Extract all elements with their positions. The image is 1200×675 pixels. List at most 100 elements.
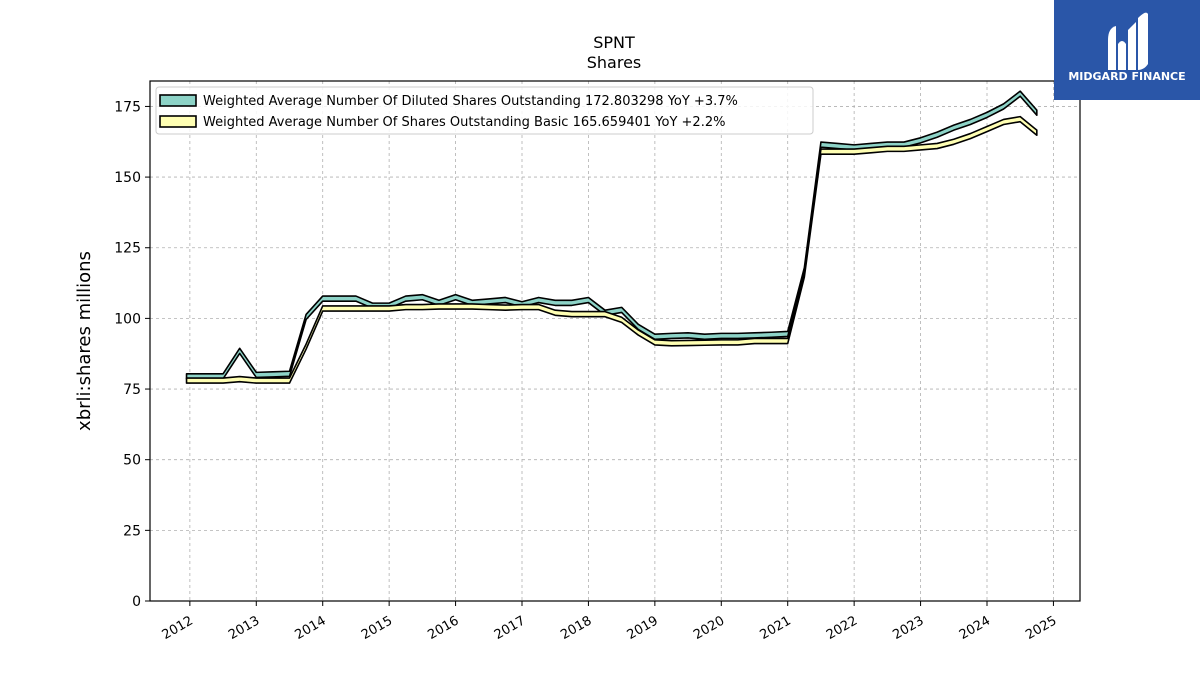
- data-point: [1019, 93, 1021, 95]
- data-point: [770, 340, 772, 342]
- data-point: [604, 313, 606, 315]
- data-point: [322, 308, 324, 310]
- data-point: [920, 140, 922, 142]
- data-point: [654, 336, 656, 338]
- data-point: [970, 135, 972, 137]
- data-point: [754, 340, 756, 342]
- data-point: [953, 141, 955, 143]
- series-line: [185, 115, 1038, 384]
- data-point: [737, 335, 739, 337]
- chart-title: SPNT: [593, 33, 635, 52]
- data-point: [687, 342, 689, 344]
- data-point: [422, 306, 424, 308]
- data-point: [986, 128, 988, 130]
- data-point: [887, 144, 889, 146]
- data-point: [737, 342, 739, 344]
- data-point: [820, 144, 822, 146]
- data-point: [305, 346, 307, 348]
- data-point: [505, 299, 507, 301]
- y-tick-label: 0: [132, 594, 141, 610]
- data-point: [405, 306, 407, 308]
- logo-text: MIDGARD FINANCE: [1068, 70, 1185, 83]
- data-point: [455, 306, 457, 308]
- data-point: [521, 306, 523, 308]
- legend-label: Weighted Average Number Of Diluted Share…: [203, 94, 738, 109]
- data-point: [754, 335, 756, 337]
- series-layer: [185, 90, 1038, 384]
- data-point: [186, 380, 188, 382]
- data-point: [186, 376, 188, 378]
- data-point: [870, 149, 872, 151]
- data-point: [239, 378, 241, 380]
- data-point: [853, 147, 855, 149]
- data-point: [471, 306, 473, 308]
- y-tick-label: 150: [114, 170, 141, 186]
- data-point: [1003, 121, 1005, 123]
- data-point: [986, 114, 988, 116]
- data-point: [222, 376, 224, 378]
- logo-mark-icon: [1108, 12, 1148, 71]
- data-point: [621, 309, 623, 311]
- data-point: [222, 380, 224, 382]
- series-1: [185, 90, 1038, 380]
- data-point: [405, 298, 407, 300]
- grid: [150, 81, 1080, 602]
- data-point: [837, 145, 839, 147]
- legend-swatch: [159, 94, 197, 107]
- legend: Weighted Average Number Of Diluted Share…: [155, 86, 814, 135]
- data-point: [1036, 112, 1038, 114]
- series-2: [185, 115, 1038, 384]
- y-tick-label: 50: [123, 453, 141, 469]
- data-point: [388, 308, 390, 310]
- data-point: [289, 380, 291, 382]
- data-point: [936, 145, 938, 147]
- legend-swatch: [159, 115, 197, 128]
- data-point: [588, 313, 590, 315]
- data-point: [571, 302, 573, 304]
- data-point: [704, 336, 706, 338]
- data-point: [903, 144, 905, 146]
- data-point: [206, 376, 208, 378]
- plot-frame: [149, 80, 1081, 602]
- y-tick-label: 125: [114, 241, 141, 257]
- data-point: [588, 299, 590, 301]
- data-point: [671, 342, 673, 344]
- data-point: [770, 334, 772, 336]
- data-point: [720, 342, 722, 344]
- data-point: [970, 121, 972, 123]
- data-point: [820, 151, 822, 153]
- y-tick-label: 175: [114, 99, 141, 115]
- y-axis: 0 25 50 75 100 125 150 175: [114, 99, 150, 610]
- data-point: [637, 326, 639, 328]
- logo-background: [1054, 0, 1200, 100]
- data-point: [621, 319, 623, 321]
- data-point: [422, 296, 424, 298]
- data-point: [870, 145, 872, 147]
- data-point: [455, 296, 457, 298]
- data-point: [903, 148, 905, 150]
- data-point: [355, 308, 357, 310]
- data-point: [272, 374, 274, 376]
- data-point: [654, 342, 656, 344]
- data-point: [1036, 132, 1038, 134]
- data-point: [372, 308, 374, 310]
- data-point: [488, 301, 490, 303]
- data-point: [671, 335, 673, 337]
- data-point: [571, 313, 573, 315]
- series-line: [185, 90, 1038, 380]
- data-point: [936, 134, 938, 136]
- y-axis-label: xbrli:shares millions: [74, 251, 95, 431]
- data-point: [804, 274, 806, 276]
- y-tick-label: 100: [114, 311, 141, 327]
- y-tick-label: 75: [123, 382, 141, 398]
- data-point: [887, 148, 889, 150]
- data-point: [239, 350, 241, 352]
- data-point: [687, 335, 689, 337]
- data-point: [206, 380, 208, 382]
- data-point: [554, 302, 556, 304]
- data-point: [272, 380, 274, 382]
- data-point: [255, 380, 257, 382]
- data-point: [787, 340, 789, 342]
- data-point: [538, 299, 540, 301]
